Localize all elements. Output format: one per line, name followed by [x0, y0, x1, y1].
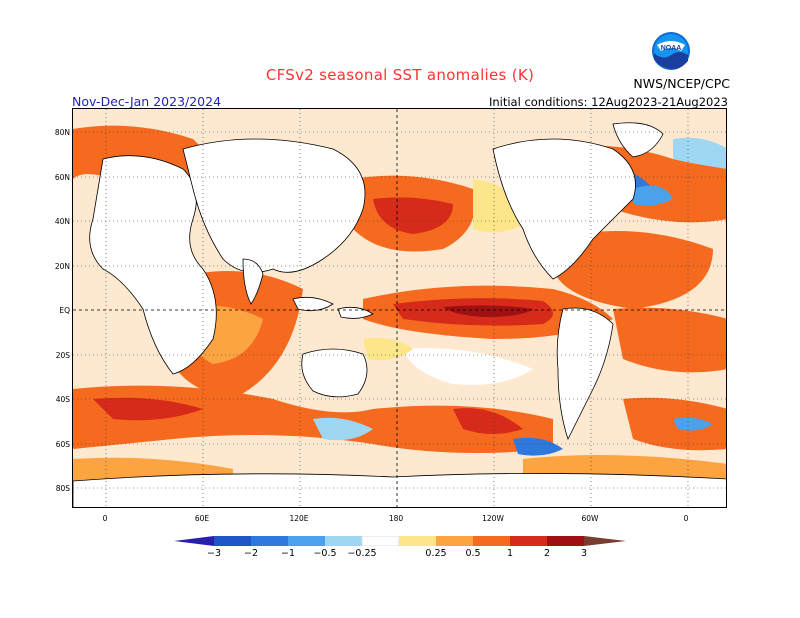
chart-title: CFSv2 seasonal SST anomalies (K) — [265, 66, 535, 84]
graticule — [73, 109, 726, 507]
lon-label-120e: 120E — [289, 514, 309, 523]
colorbar-label: −0.25 — [347, 548, 377, 559]
lon-label-120w: 120W — [482, 514, 504, 523]
colorbar-swatch — [325, 536, 362, 546]
lon-label-0: 0 — [102, 514, 108, 523]
colorbar-swatch — [288, 536, 325, 546]
colorbar-label: −0.5 — [313, 548, 337, 559]
organization-label: NWS/NCEP/CPC — [633, 76, 730, 91]
sst-anomaly-map — [72, 108, 727, 508]
lat-label-20n: 20N — [54, 262, 70, 271]
noaa-logo: NOAA — [651, 31, 691, 71]
lon-label-60e: 60E — [194, 514, 210, 523]
colorbar-swatch — [547, 536, 584, 546]
lon-label-0-east: 0 — [683, 514, 689, 523]
lat-label-60n: 60N — [54, 173, 70, 182]
lon-label-60w: 60W — [581, 514, 599, 523]
colorbar-swatch — [510, 536, 547, 546]
colorbar-label: −1 — [280, 548, 295, 559]
logo-lettering: NOAA — [661, 45, 682, 52]
colorbar-swatch — [251, 536, 288, 546]
lat-label-60s: 60S — [55, 440, 70, 449]
land-masses — [73, 122, 726, 507]
colorbar-label: −3 — [206, 548, 221, 559]
colorbar-swatch — [436, 536, 473, 546]
colorbar-swatch — [473, 536, 510, 546]
colorbar-swatch — [214, 536, 251, 546]
colorbar-label: 2 — [543, 548, 551, 559]
colorbar-label: 1 — [506, 548, 514, 559]
lat-label-80n: 80N — [54, 128, 70, 137]
map-canvas — [73, 109, 726, 507]
colorbar-label: −2 — [243, 548, 258, 559]
initial-conditions: Initial conditions: 12Aug2023-21Aug2023 — [488, 95, 728, 109]
colorbar-low-arrow — [174, 536, 214, 546]
colorbar-high-arrow — [584, 536, 626, 546]
colorbar-swatch — [361, 536, 400, 546]
colorbar — [174, 536, 626, 546]
colorbar-label: 0.25 — [425, 548, 447, 559]
lat-label-20s: 20S — [55, 351, 70, 360]
equator-dateline — [73, 109, 726, 507]
colorbar-label: 0.5 — [465, 548, 481, 559]
lat-label-40n: 40N — [54, 217, 70, 226]
lon-label-180: 180 — [388, 514, 404, 523]
forecast-period: Nov-Dec-Jan 2023/2024 — [72, 94, 222, 109]
lat-label-40s: 40S — [55, 395, 70, 404]
lat-label-eq: EQ — [59, 306, 70, 315]
colorbar-label: 3 — [580, 548, 588, 559]
lat-label-80s: 80S — [55, 484, 70, 493]
colorbar-swatch — [399, 536, 436, 546]
